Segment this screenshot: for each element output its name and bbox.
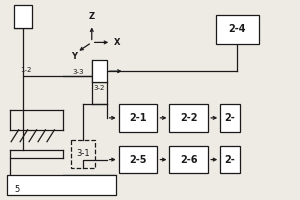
Bar xyxy=(169,146,208,173)
Text: 3-2: 3-2 xyxy=(94,85,105,91)
Text: 5: 5 xyxy=(14,185,20,194)
Text: 2-1: 2-1 xyxy=(129,113,147,123)
Text: 3-3: 3-3 xyxy=(72,69,84,75)
Text: 2-5: 2-5 xyxy=(129,155,147,165)
Text: Z: Z xyxy=(89,12,95,21)
Text: 2-6: 2-6 xyxy=(180,155,198,165)
Text: 2-2: 2-2 xyxy=(180,113,198,123)
Bar xyxy=(71,140,95,168)
Bar xyxy=(14,5,32,28)
Bar xyxy=(169,104,208,132)
Text: 2-4: 2-4 xyxy=(229,24,246,34)
Text: X: X xyxy=(114,38,121,47)
Bar xyxy=(220,146,240,173)
Text: 2-: 2- xyxy=(224,113,235,123)
Text: 3-1: 3-1 xyxy=(76,149,90,158)
Bar xyxy=(220,104,240,132)
Text: 2-: 2- xyxy=(224,155,235,165)
Bar xyxy=(118,104,158,132)
Bar xyxy=(7,175,116,195)
Bar xyxy=(216,15,259,44)
Text: 1-2: 1-2 xyxy=(20,67,32,73)
Bar xyxy=(118,146,158,173)
Bar xyxy=(92,60,107,82)
Text: Y: Y xyxy=(71,52,77,61)
